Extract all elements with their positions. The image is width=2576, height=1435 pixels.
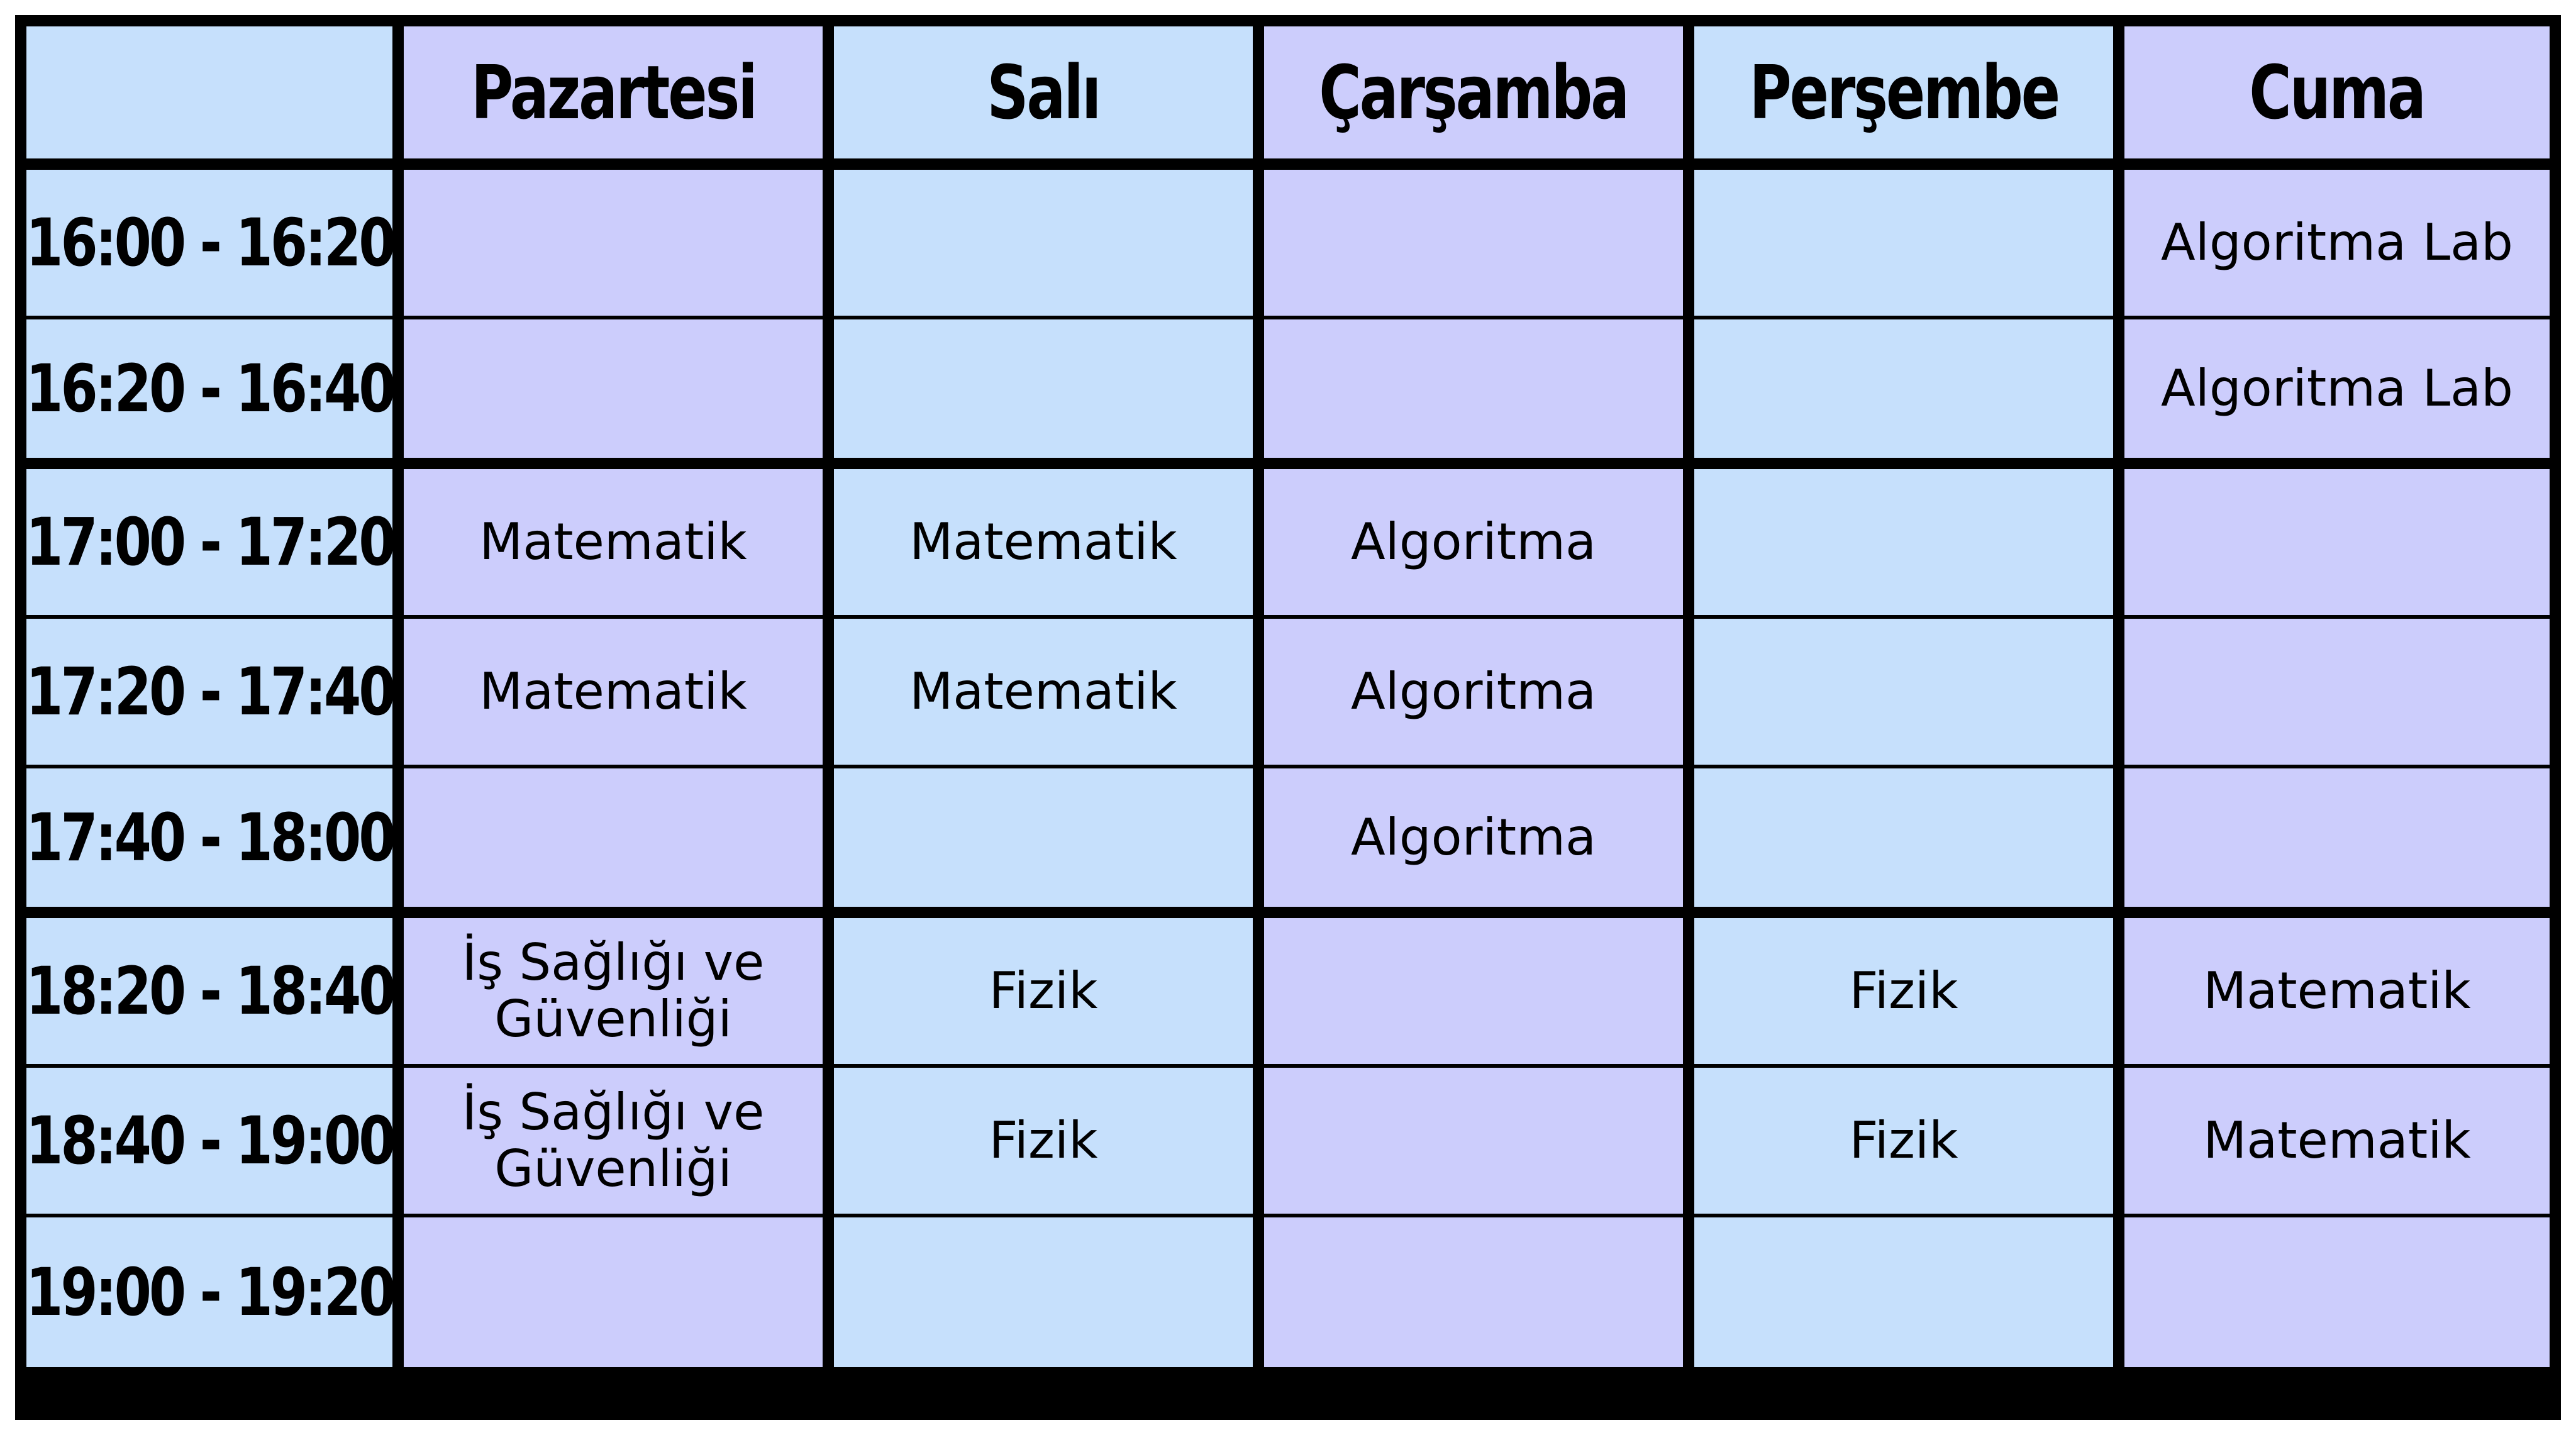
course-cell: Algoritma Lab: [2124, 170, 2550, 319]
course-cell: [834, 170, 1264, 319]
course-cell: [1694, 619, 2124, 768]
course-cell: İş Sağlığı ve Güvenliği: [404, 1068, 834, 1217]
course-cell: [1694, 319, 2124, 469]
day-header-pazartesi: Pazartesi: [470, 49, 758, 136]
day-header-cell: Cuma: [2124, 26, 2550, 170]
day-header-persembe: Perşembe: [1749, 49, 2060, 136]
course-cell: İş Sağlığı ve Güvenliği: [404, 918, 834, 1068]
time-slot-cell: 16:00 - 16:20: [26, 170, 404, 319]
time-slot-label: 17:00 - 17:20: [26, 504, 394, 580]
course-cell: Algoritma: [1264, 469, 1694, 619]
day-header-cell: Pazartesi: [404, 26, 834, 170]
course-cell: [1694, 1217, 2124, 1367]
course-cell: Matematik: [404, 619, 834, 768]
course-cell: [1264, 1068, 1694, 1217]
course-cell: Matematik: [834, 619, 1264, 768]
course-cell: Fizik: [1694, 918, 2124, 1068]
time-slot-label: 17:20 - 17:40: [26, 653, 394, 730]
course-cell: [404, 1217, 834, 1367]
day-header-cuma: Cuma: [2249, 49, 2427, 136]
course-cell: [834, 319, 1264, 469]
course-cell: Algoritma Lab: [2124, 319, 2550, 469]
time-slot-cell: 18:40 - 19:00: [26, 1068, 404, 1217]
course-cell: Matematik: [404, 469, 834, 619]
course-cell: [1264, 170, 1694, 319]
time-slot-label: 16:20 - 16:40: [26, 350, 394, 427]
time-slot-label: 17:40 - 18:00: [26, 799, 394, 876]
course-cell: [2124, 1217, 2550, 1367]
course-cell: Matematik: [834, 469, 1264, 619]
course-cell: [404, 170, 834, 319]
course-cell: [1264, 1217, 1694, 1367]
course-cell: [1694, 768, 2124, 918]
corner-cell: [26, 26, 404, 170]
course-cell: Fizik: [1694, 1068, 2124, 1217]
day-header-carsamba: Çarşamba: [1319, 49, 1630, 136]
time-slot-label: 18:40 - 19:00: [26, 1102, 394, 1179]
course-cell: Algoritma: [1264, 768, 1694, 918]
time-slot-cell: 17:40 - 18:00: [26, 768, 404, 918]
time-slot-label: 16:00 - 16:20: [26, 204, 394, 281]
course-cell: [2124, 619, 2550, 768]
course-cell: [1694, 469, 2124, 619]
weekly-timetable: Pazartesi Salı Çarşamba Perşembe Cuma 16…: [15, 15, 2561, 1420]
course-cell: Fizik: [834, 1068, 1264, 1217]
time-slot-cell: 16:20 - 16:40: [26, 319, 404, 469]
course-cell: [834, 1217, 1264, 1367]
day-header-cell: Perşembe: [1694, 26, 2124, 170]
course-cell: [1264, 918, 1694, 1068]
day-header-cell: Çarşamba: [1264, 26, 1694, 170]
time-slot-cell: 17:20 - 17:40: [26, 619, 404, 768]
course-cell: Fizik: [834, 918, 1264, 1068]
course-cell: [404, 768, 834, 918]
course-cell: [2124, 768, 2550, 918]
course-cell: [1264, 319, 1694, 469]
course-cell: [404, 319, 834, 469]
time-slot-label: 18:20 - 18:40: [26, 953, 394, 1029]
course-cell: [2124, 469, 2550, 619]
course-cell: Algoritma: [1264, 619, 1694, 768]
time-slot-cell: 17:00 - 17:20: [26, 469, 404, 619]
time-slot-cell: 19:00 - 19:20: [26, 1217, 404, 1367]
course-cell: Matematik: [2124, 918, 2550, 1068]
time-slot-label: 19:00 - 19:20: [26, 1254, 394, 1331]
course-cell: [1694, 170, 2124, 319]
day-header-sali: Salı: [987, 49, 1101, 136]
course-cell: [834, 768, 1264, 918]
time-slot-cell: 18:20 - 18:40: [26, 918, 404, 1068]
day-header-cell: Salı: [834, 26, 1264, 170]
course-cell: Matematik: [2124, 1068, 2550, 1217]
